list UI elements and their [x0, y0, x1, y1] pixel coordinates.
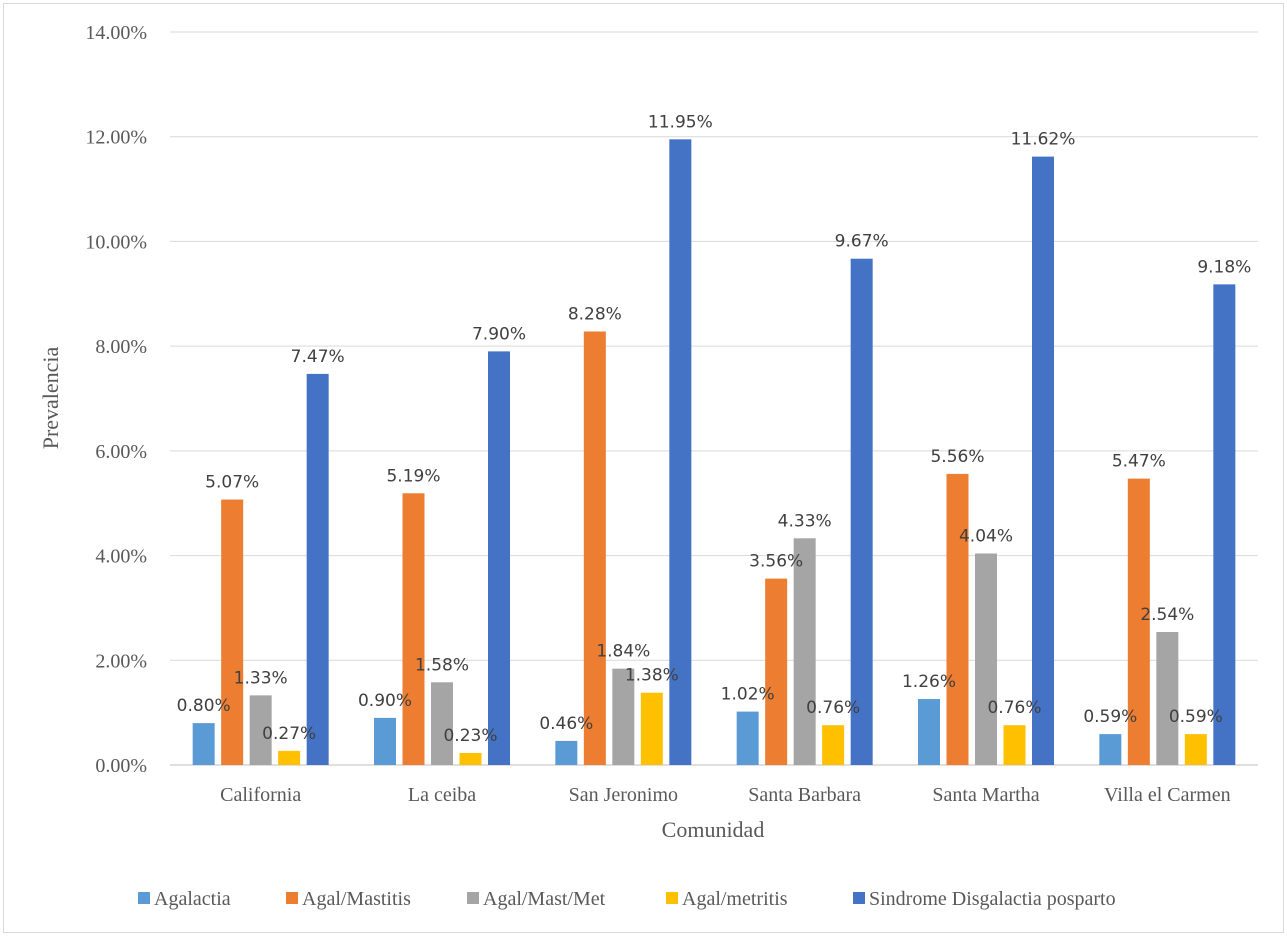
bars [192, 139, 1236, 766]
legend: Agalactia Agal/Mastitis Agal/Mast/Met Agal/… [138, 888, 1116, 910]
bar [1003, 725, 1026, 765]
data-label: 0.76% [806, 698, 860, 718]
data-label: 7.90% [472, 324, 526, 344]
y-tick-label: 6.00% [95, 441, 147, 463]
data-labels: 0.80% 5.07% 1.33% 0.27% 7.47% 0.90% 5.19% 1.58%… [177, 112, 1252, 746]
data-label: 5.47% [1112, 452, 1166, 472]
bar [918, 699, 940, 765]
data-label: 5.19% [386, 466, 440, 486]
y-tick-label: 12.00% [85, 127, 147, 149]
bar [249, 695, 272, 765]
legend-label: Agal/Mastitis [302, 888, 411, 910]
legend-swatch [467, 892, 479, 904]
bar [459, 752, 482, 765]
gridlines [170, 31, 1258, 766]
data-label: 9.67% [835, 232, 889, 252]
legend-label: Sindrome Disgalactia posparto [869, 888, 1116, 910]
data-label: 8.28% [568, 304, 622, 324]
data-label: 5.07% [205, 473, 259, 493]
bar [1032, 156, 1054, 766]
bar [306, 373, 329, 765]
data-label: 0.80% [177, 696, 231, 716]
bar [192, 723, 215, 765]
legend-label: Agal/metritis [682, 888, 788, 910]
bar [278, 750, 301, 765]
data-label: 1.84% [596, 642, 650, 662]
bar [640, 692, 663, 765]
bar [374, 717, 396, 765]
bar [488, 351, 510, 765]
y-tick-label: 8.00% [95, 336, 147, 358]
legend-label: Agalactia [154, 888, 231, 910]
bar [822, 725, 845, 765]
bar [583, 331, 606, 765]
data-label: 4.04% [959, 526, 1013, 546]
data-label: 2.54% [1140, 605, 1194, 625]
data-label: 1.33% [234, 668, 288, 688]
legend-swatch [286, 892, 298, 904]
data-label: 7.47% [291, 347, 345, 367]
bar [612, 668, 635, 765]
data-label: 0.23% [443, 726, 497, 746]
bar [431, 682, 453, 765]
bar [765, 578, 788, 765]
bar [793, 538, 816, 765]
bar [221, 499, 244, 765]
bar [1156, 632, 1179, 765]
y-axis-title: Prevalencia [38, 346, 63, 449]
y-tick-label: 10.00% [85, 231, 147, 253]
bar [669, 139, 692, 765]
y-tick-label: 4.00% [95, 546, 147, 568]
data-label: 0.90% [358, 691, 412, 711]
data-label: 1.38% [625, 666, 679, 686]
x-axis-title: Comunidad [662, 817, 765, 842]
legend-label: Agal/Mast/Met [483, 888, 606, 910]
data-label: 4.33% [778, 511, 832, 531]
x-tick-label: San Jeronimo [569, 784, 678, 806]
x-tick-label: Santa Barbara [748, 784, 861, 806]
x-tick-label: Santa Martha [932, 784, 1039, 806]
data-label: 1.26% [902, 672, 956, 692]
data-label: 3.56% [749, 552, 803, 572]
data-label: 0.27% [262, 724, 316, 744]
bar [1184, 734, 1207, 765]
y-tick-label: 0.00% [95, 755, 147, 777]
data-label: 1.02% [721, 685, 775, 705]
y-tick-label: 14.00% [85, 22, 147, 44]
data-label: 0.46% [539, 714, 593, 734]
bar [402, 493, 425, 765]
bar [1213, 284, 1236, 765]
bar [850, 258, 873, 765]
data-label: 0.76% [987, 698, 1041, 718]
x-tick-label: Villa el Carmen [1104, 784, 1231, 806]
chart-frame [3, 3, 1284, 933]
y-axis-ticks: 0.00% 2.00% 4.00% 6.00% 8.00% 10.00% 12.00% 14.… [85, 22, 147, 777]
data-label: 5.56% [930, 447, 984, 467]
bar [736, 711, 759, 765]
bar [1127, 478, 1150, 765]
data-label: 0.59% [1083, 707, 1137, 727]
data-label: 1.58% [415, 655, 469, 675]
legend-swatch [853, 892, 865, 904]
bar [975, 553, 997, 765]
legend-swatch [138, 892, 150, 904]
legend-swatch [666, 892, 678, 904]
y-tick-label: 2.00% [95, 650, 147, 672]
x-axis-ticks: California La ceiba San Jeronimo Santa Barb… [220, 784, 1230, 806]
bar [1099, 734, 1122, 765]
data-label: 9.18% [1197, 257, 1251, 277]
data-label: 11.95% [648, 112, 713, 132]
bar [555, 740, 578, 765]
x-tick-label: La ceiba [408, 784, 476, 806]
bar [946, 473, 969, 765]
x-tick-label: California [220, 784, 301, 806]
data-label: 0.59% [1169, 707, 1223, 727]
data-label: 11.62% [1011, 130, 1076, 150]
